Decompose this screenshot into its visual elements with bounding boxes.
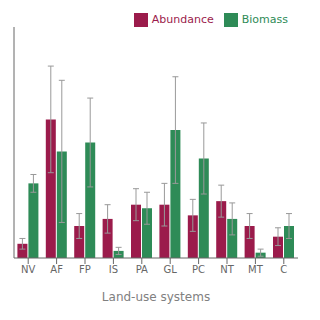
svg-text:IS: IS — [109, 264, 118, 275]
svg-text:Land-use systems: Land-use systems — [102, 290, 210, 304]
svg-text:C: C — [280, 264, 287, 275]
svg-text:PA: PA — [136, 264, 148, 275]
svg-text:GL: GL — [164, 264, 178, 275]
svg-text:NT: NT — [220, 264, 234, 275]
html-text:Abundance: Abundance — [151, 13, 214, 26]
svg-text:NV: NV — [21, 264, 35, 275]
svg-text:PC: PC — [192, 264, 205, 275]
svg-text:MT: MT — [248, 264, 264, 275]
svg-text:AF: AF — [50, 264, 63, 275]
svg-text:FP: FP — [79, 264, 91, 275]
html-text:Biomass: Biomass — [241, 13, 288, 26]
